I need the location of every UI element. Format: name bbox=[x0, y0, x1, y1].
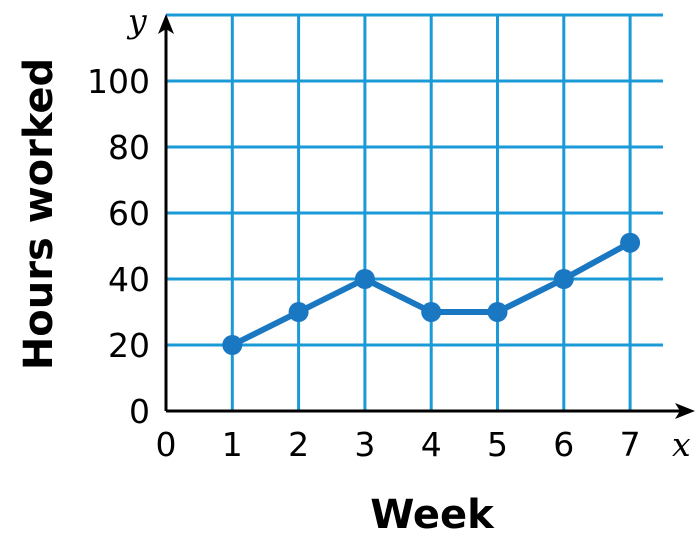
data-point bbox=[487, 302, 508, 322]
data-point bbox=[421, 302, 442, 322]
data-point bbox=[222, 335, 243, 355]
tick-labels: 0 20 40 60 80 100 0 1 2 3 4 5 6 7 bbox=[87, 62, 641, 464]
grid bbox=[166, 13, 663, 411]
x-axis-variable: x bbox=[672, 425, 691, 464]
data-point bbox=[288, 302, 309, 322]
data-point bbox=[354, 269, 375, 289]
data-point bbox=[553, 269, 574, 289]
y-tick-label: 100 bbox=[87, 62, 150, 101]
x-tick-label: 2 bbox=[288, 425, 309, 464]
x-tick-label: 0 bbox=[156, 425, 177, 464]
x-tick-label: 1 bbox=[222, 425, 243, 464]
data-point bbox=[620, 232, 641, 253]
x-tick-label: 7 bbox=[620, 425, 641, 464]
x-tick-label: 5 bbox=[487, 425, 508, 464]
x-axis-title: Week bbox=[370, 492, 495, 535]
y-axis-arrow bbox=[158, 14, 174, 34]
y-tick-label: 80 bbox=[108, 128, 150, 167]
y-axis-variable: y bbox=[126, 1, 147, 40]
x-tick-label: 4 bbox=[421, 425, 442, 464]
x-tick-label: 6 bbox=[553, 425, 574, 464]
y-tick-label: 20 bbox=[108, 326, 150, 365]
y-tick-label: 0 bbox=[129, 392, 150, 431]
y-tick-label: 60 bbox=[108, 194, 150, 233]
y-axis-title: Hours worked bbox=[16, 58, 62, 370]
data-series bbox=[222, 232, 641, 355]
axes bbox=[158, 14, 695, 419]
y-tick-label: 40 bbox=[108, 260, 150, 299]
x-tick-label: 3 bbox=[354, 425, 375, 464]
x-axis-arrow bbox=[675, 403, 695, 419]
